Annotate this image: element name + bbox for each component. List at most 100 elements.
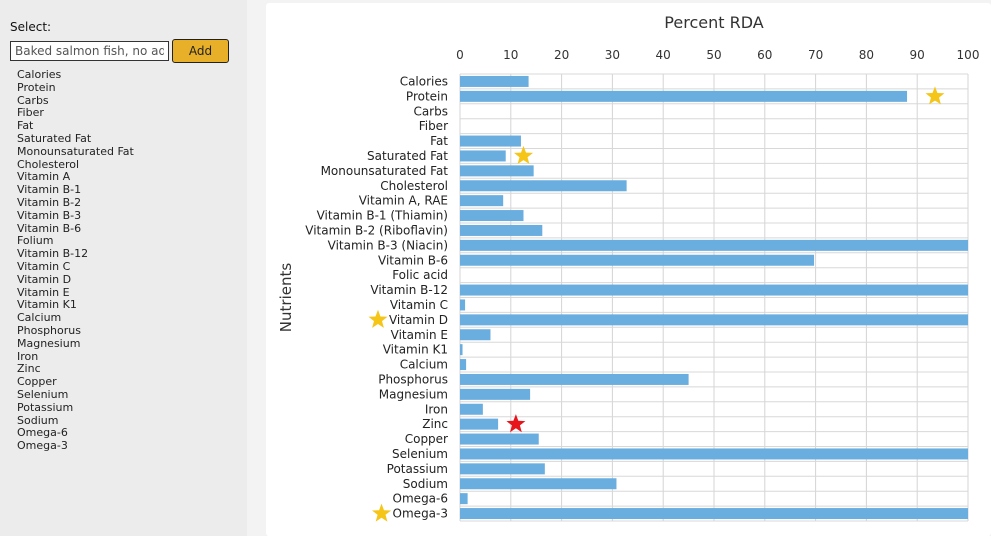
select-label: Select: bbox=[10, 20, 52, 34]
nutrient-list-item[interactable]: Magnesium bbox=[17, 336, 81, 350]
category-label: Vitamin B-3 (Niacin) bbox=[328, 238, 448, 252]
nutrient-list-item[interactable]: Vitamin B-6 bbox=[17, 221, 82, 235]
bar bbox=[460, 180, 627, 192]
category-label: Vitamin D bbox=[389, 313, 448, 327]
x-tick-label: 90 bbox=[910, 48, 925, 62]
category-label: Calories bbox=[400, 74, 448, 88]
category-label: Potassium bbox=[387, 462, 448, 476]
bar bbox=[460, 463, 545, 475]
category-label: Fat bbox=[430, 134, 448, 148]
bar bbox=[460, 135, 521, 147]
food-search-input[interactable] bbox=[10, 41, 169, 61]
nutrient-list-item[interactable]: Carbs bbox=[17, 93, 49, 107]
bar bbox=[460, 224, 543, 236]
category-label: Vitamin C bbox=[390, 298, 448, 312]
nutrient-list-item[interactable]: Cholesterol bbox=[17, 157, 80, 171]
category-label: Copper bbox=[405, 432, 448, 446]
bar bbox=[460, 239, 968, 251]
x-tick-label: 50 bbox=[706, 48, 721, 62]
star-marker-icon bbox=[506, 414, 526, 433]
nutrient-list-item[interactable]: Omega-6 bbox=[17, 426, 68, 440]
bar bbox=[460, 373, 689, 385]
bar bbox=[460, 478, 617, 490]
bar bbox=[460, 299, 466, 311]
bar bbox=[460, 448, 968, 460]
nutrient-list-item[interactable]: Phosphorus bbox=[17, 323, 81, 337]
nutrient-list-item[interactable]: Vitamin D bbox=[17, 272, 72, 286]
nutrient-list-item[interactable]: Vitamin B-1 bbox=[17, 183, 82, 197]
category-label: Phosphorus bbox=[378, 372, 448, 386]
bar bbox=[460, 359, 467, 371]
bar bbox=[460, 195, 504, 207]
category-label: Omega-6 bbox=[393, 492, 448, 506]
nutrient-list-item[interactable]: Copper bbox=[17, 375, 57, 389]
nutrient-list-item[interactable]: Saturated Fat bbox=[17, 131, 92, 145]
category-label: Folic acid bbox=[392, 268, 448, 282]
nutrient-list-item[interactable]: Vitamin E bbox=[17, 285, 70, 299]
add-button[interactable]: Add bbox=[172, 39, 229, 63]
category-label: Zinc bbox=[422, 417, 448, 431]
star-marker-icon bbox=[514, 145, 533, 164]
nutrient-list-item[interactable]: Fat bbox=[17, 119, 34, 133]
rda-bar-chart: Percent RDA 0 10 20 30 40 50 60 70 80 90 100 Calorie… bbox=[277, 13, 980, 522]
x-tick-label: 20 bbox=[554, 48, 569, 62]
nutrient-list-item[interactable]: Monounsaturated Fat bbox=[17, 144, 134, 158]
nutrient-list-item[interactable]: Omega-3 bbox=[17, 439, 68, 453]
nutrient-list-item[interactable]: Vitamin K1 bbox=[17, 298, 77, 312]
category-label: Iron bbox=[425, 402, 448, 416]
nutrient-list-item[interactable]: Calcium bbox=[17, 311, 62, 325]
chart-panel: Percent RDA 0 10 20 30 40 50 60 70 80 90 100 Calorie… bbox=[266, 3, 991, 536]
x-tick-label: 40 bbox=[656, 48, 671, 62]
bar bbox=[460, 418, 499, 430]
category-label: Vitamin B-1 (Thiamin) bbox=[317, 209, 448, 223]
bar bbox=[460, 329, 491, 341]
category-label: Vitamin E bbox=[391, 328, 448, 342]
nutrient-list-item[interactable]: Vitamin C bbox=[17, 259, 71, 273]
x-tick-label: 10 bbox=[503, 48, 518, 62]
x-tick-label: 100 bbox=[957, 48, 980, 62]
nutrient-list-item[interactable]: Potassium bbox=[17, 400, 74, 414]
bar bbox=[460, 254, 815, 266]
category-label: Calcium bbox=[400, 358, 448, 372]
nutrient-list-item[interactable]: Iron bbox=[17, 349, 39, 363]
bar bbox=[460, 210, 524, 222]
nutrient-list-item[interactable]: Zinc bbox=[17, 362, 41, 376]
x-tick-label: 30 bbox=[605, 48, 620, 62]
nutrient-list-item[interactable]: Protein bbox=[17, 80, 56, 94]
category-label: Omega-3 bbox=[393, 507, 448, 521]
category-label: Monounsaturated Fat bbox=[321, 164, 449, 178]
y-axis-title: Nutrients bbox=[277, 263, 295, 333]
bar bbox=[460, 284, 968, 296]
nutrient-list-item[interactable]: Sodium bbox=[17, 413, 59, 427]
bar bbox=[460, 493, 468, 505]
category-label: Fiber bbox=[419, 119, 448, 133]
x-tick-label: 60 bbox=[757, 48, 772, 62]
bar bbox=[460, 314, 968, 326]
nutrient-list-item[interactable]: Vitamin A bbox=[17, 170, 71, 184]
sidebar: Select: Add CaloriesProteinCarbsFiberFat… bbox=[0, 0, 247, 536]
nutrient-list: Calories Protein Carbs Fiber Fat Saturated Fa… bbox=[17, 68, 134, 453]
category-label: Selenium bbox=[392, 447, 448, 461]
chart-title: Percent RDA bbox=[664, 13, 763, 32]
bar bbox=[460, 508, 968, 520]
nutrient-list-item[interactable]: Fiber bbox=[17, 106, 44, 120]
bar bbox=[460, 75, 529, 87]
nutrient-list-item[interactable]: Vitamin B-2 bbox=[17, 195, 82, 209]
bar bbox=[460, 90, 908, 102]
category-label: Vitamin B-2 (Riboflavin) bbox=[305, 223, 448, 237]
category-label: Vitamin B-6 bbox=[378, 253, 448, 267]
nutrient-list-item[interactable]: Vitamin B-12 bbox=[17, 247, 89, 261]
category-label: Cholesterol bbox=[380, 179, 448, 193]
bar bbox=[460, 433, 539, 445]
x-tick-label: 70 bbox=[808, 48, 823, 62]
nutrient-list-item[interactable]: Vitamin B-3 bbox=[17, 208, 82, 222]
nutrient-list-item[interactable]: Calories bbox=[17, 68, 62, 81]
nutrient-list-item[interactable]: Selenium bbox=[17, 387, 69, 401]
category-label: Saturated Fat bbox=[367, 149, 448, 163]
category-label: Sodium bbox=[403, 477, 448, 491]
bar bbox=[460, 403, 483, 415]
category-label: Vitamin A, RAE bbox=[359, 194, 448, 208]
category-label: Vitamin K1 bbox=[383, 343, 448, 357]
category-label: Carbs bbox=[413, 104, 448, 118]
nutrient-list-item[interactable]: Folium bbox=[17, 234, 54, 248]
